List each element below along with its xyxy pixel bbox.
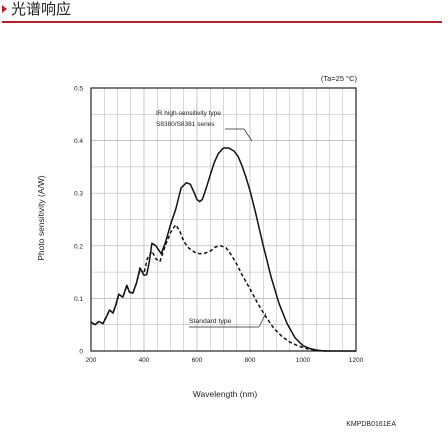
series-lines — [90, 147, 356, 352]
series-label-ir-leader-diag — [243, 128, 253, 142]
x-tick-label: 800 — [245, 357, 256, 364]
page-title: 光谱响应 — [11, 0, 72, 18]
y-axis-label: Photo sensitivity (A/W) — [36, 175, 46, 261]
series-label-standard: Standard type — [189, 318, 232, 325]
condition-label: (Ta=25 °C) — [321, 74, 358, 83]
figure-code: KMPDB0161EA — [346, 421, 396, 428]
x-tick-labels: 200 400 600 800 1000 1200 — [86, 357, 364, 364]
series-label-ir-line1: IR high-sensitivity type — [156, 110, 221, 117]
y-tick-label: 0.3 — [74, 191, 83, 198]
y-tick-label: 0.4 — [74, 138, 83, 145]
y-tick-label: 0.1 — [74, 296, 83, 303]
x-axis-label: Wavelength (nm) — [193, 389, 258, 399]
series-label-standard-leader-diag — [258, 312, 267, 328]
page-header: 光谱响应 — [0, 0, 448, 24]
x-tick-label: 200 — [86, 357, 97, 364]
y-tick-labels: 0 0.1 0.2 0.3 0.4 0.5 — [74, 86, 83, 356]
plot-frame — [90, 87, 357, 352]
x-tick-label: 1000 — [296, 357, 311, 364]
grid-lines — [91, 88, 356, 351]
x-tick-label: 1200 — [349, 357, 364, 364]
y-tick-label: 0.2 — [74, 243, 83, 250]
title-underline — [2, 21, 442, 23]
triangle-bullet-icon — [2, 5, 7, 13]
series-label-ir-line2: S8380/S8381 series — [156, 121, 215, 128]
x-tick-label: 400 — [139, 357, 150, 364]
y-tick-label: 0 — [79, 349, 83, 356]
y-tick-label: 0.5 — [74, 86, 83, 93]
x-tick-label: 600 — [192, 357, 203, 364]
series-line-standard-type — [90, 224, 330, 352]
